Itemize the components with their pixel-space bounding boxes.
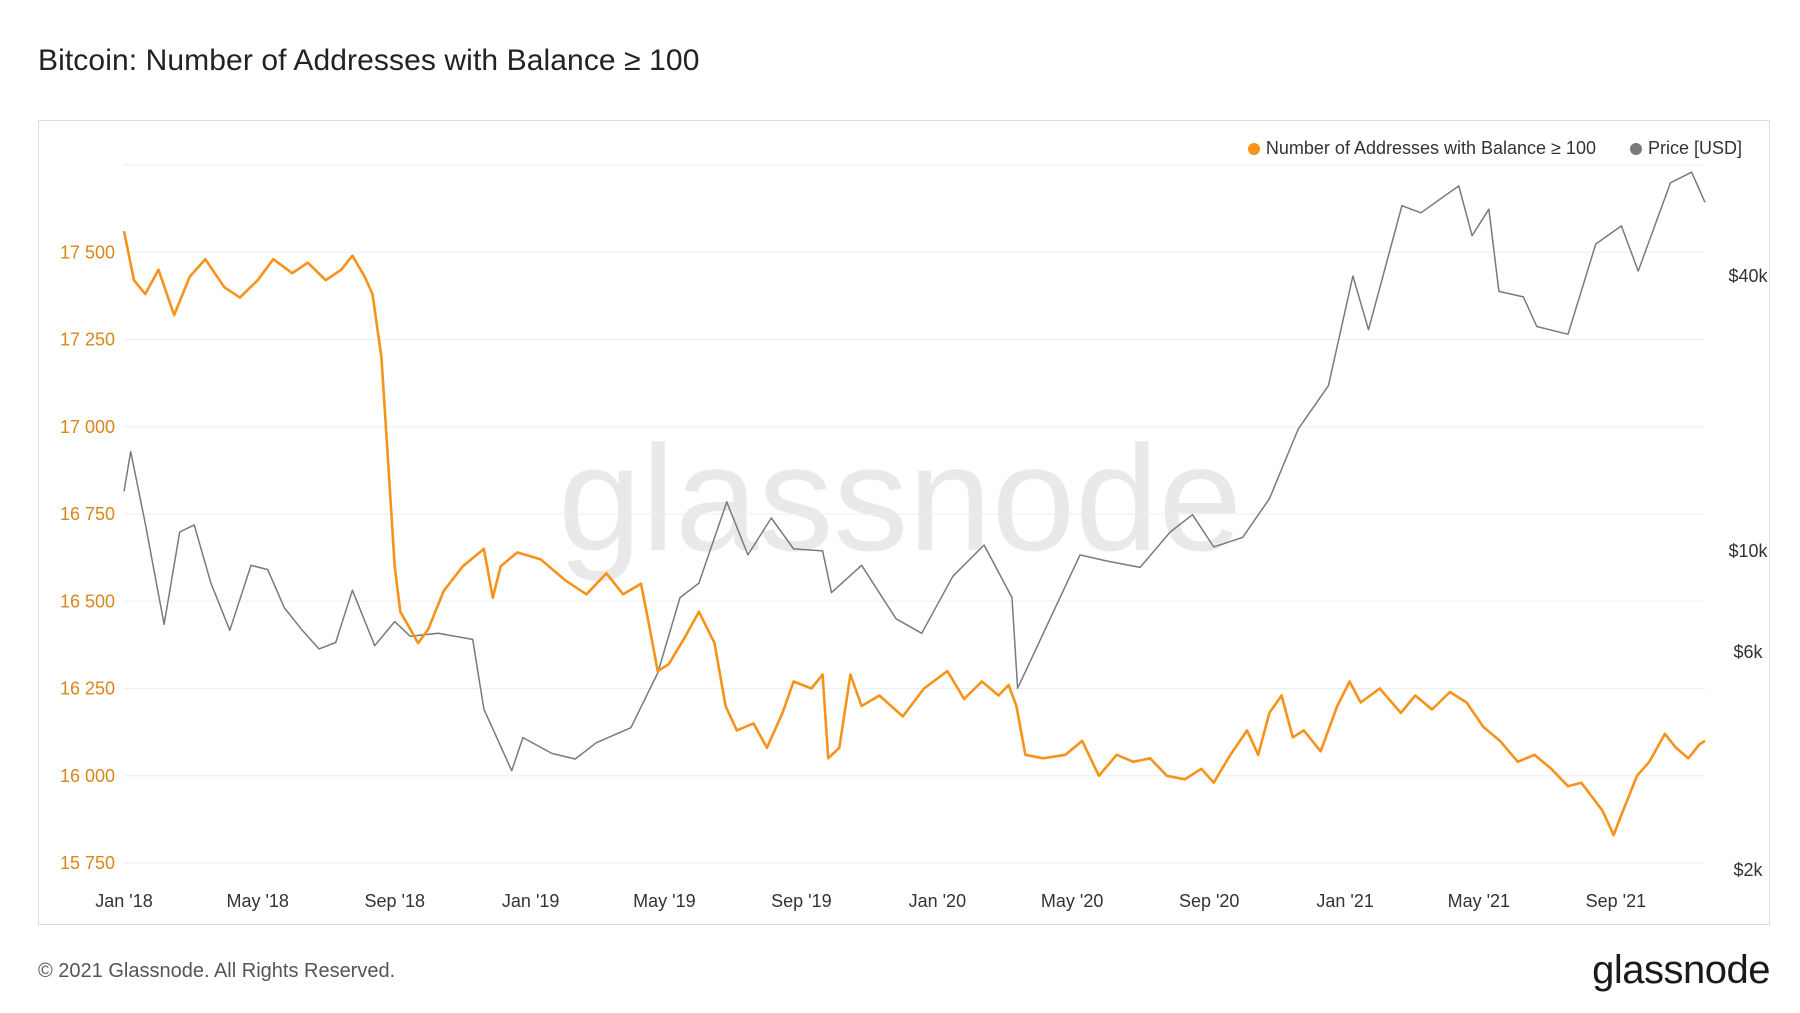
x-tick-label: May '20 [1041, 891, 1103, 911]
legend: Number of Addresses with Balance ≥ 100 P… [1247, 138, 1742, 159]
chart-title: Bitcoin: Number of Addresses with Balanc… [38, 44, 700, 77]
x-axis: Jan '18 May '18 Sep '18 Jan '19 May '19 Sep '… [95, 891, 1646, 911]
x-tick-label: Jan '18 [95, 891, 152, 911]
x-tick-label: Sep '21 [1586, 891, 1647, 911]
legend-label-price: Price [USD] [1647, 138, 1742, 158]
glassnode-logo[interactable]: glassnode [1592, 948, 1770, 992]
left-tick-label: 17 250 [60, 330, 115, 350]
grid-lines [124, 164, 1705, 864]
left-axis: 15 750 16 000 16 250 16 500 16 750 17 000 17 2… [60, 242, 115, 873]
right-tick-label: $2k [1733, 860, 1763, 880]
x-tick-label: May '19 [633, 891, 695, 911]
legend-item-addresses[interactable]: Number of Addresses with Balance ≥ 100 [1247, 138, 1596, 159]
chart-panel [38, 120, 1770, 925]
legend-item-price[interactable]: Price [USD] [1629, 138, 1742, 159]
left-tick-label: 16 000 [60, 766, 115, 786]
legend-dot-addresses [1247, 142, 1260, 155]
copyright-text: © 2021 Glassnode. All Rights Reserved. [38, 960, 396, 982]
price-series-line[interactable] [123, 171, 1706, 772]
x-tick-label: May '21 [1448, 891, 1510, 911]
right-tick-label: $40k [1728, 266, 1768, 286]
left-tick-label: 16 750 [60, 504, 115, 524]
x-tick-label: Jan '20 [909, 891, 966, 911]
right-axis: $2k $6k $10k $40k [1728, 266, 1768, 880]
series-layer [122, 171, 1706, 837]
left-tick-label: 15 750 [60, 853, 115, 873]
watermark: glassnode [558, 414, 1242, 582]
legend-label-addresses: Number of Addresses with Balance ≥ 100 [1265, 138, 1596, 158]
legend-dot-price [1629, 142, 1642, 155]
right-tick-label: $10k [1728, 541, 1768, 561]
x-tick-label: Sep '18 [364, 891, 425, 911]
left-tick-label: 16 250 [60, 679, 115, 699]
left-tick-label: 16 500 [60, 591, 115, 611]
x-tick-label: Sep '20 [1179, 891, 1240, 911]
left-tick-label: 17 000 [60, 417, 115, 437]
x-tick-label: Jan '21 [1316, 891, 1373, 911]
x-tick-label: Sep '19 [771, 891, 832, 911]
right-tick-label: $6k [1733, 642, 1763, 662]
x-tick-label: Jan '19 [502, 891, 559, 911]
x-tick-label: May '18 [226, 891, 288, 911]
left-tick-label: 17 500 [60, 242, 115, 262]
addresses-series-line[interactable] [122, 231, 1706, 837]
